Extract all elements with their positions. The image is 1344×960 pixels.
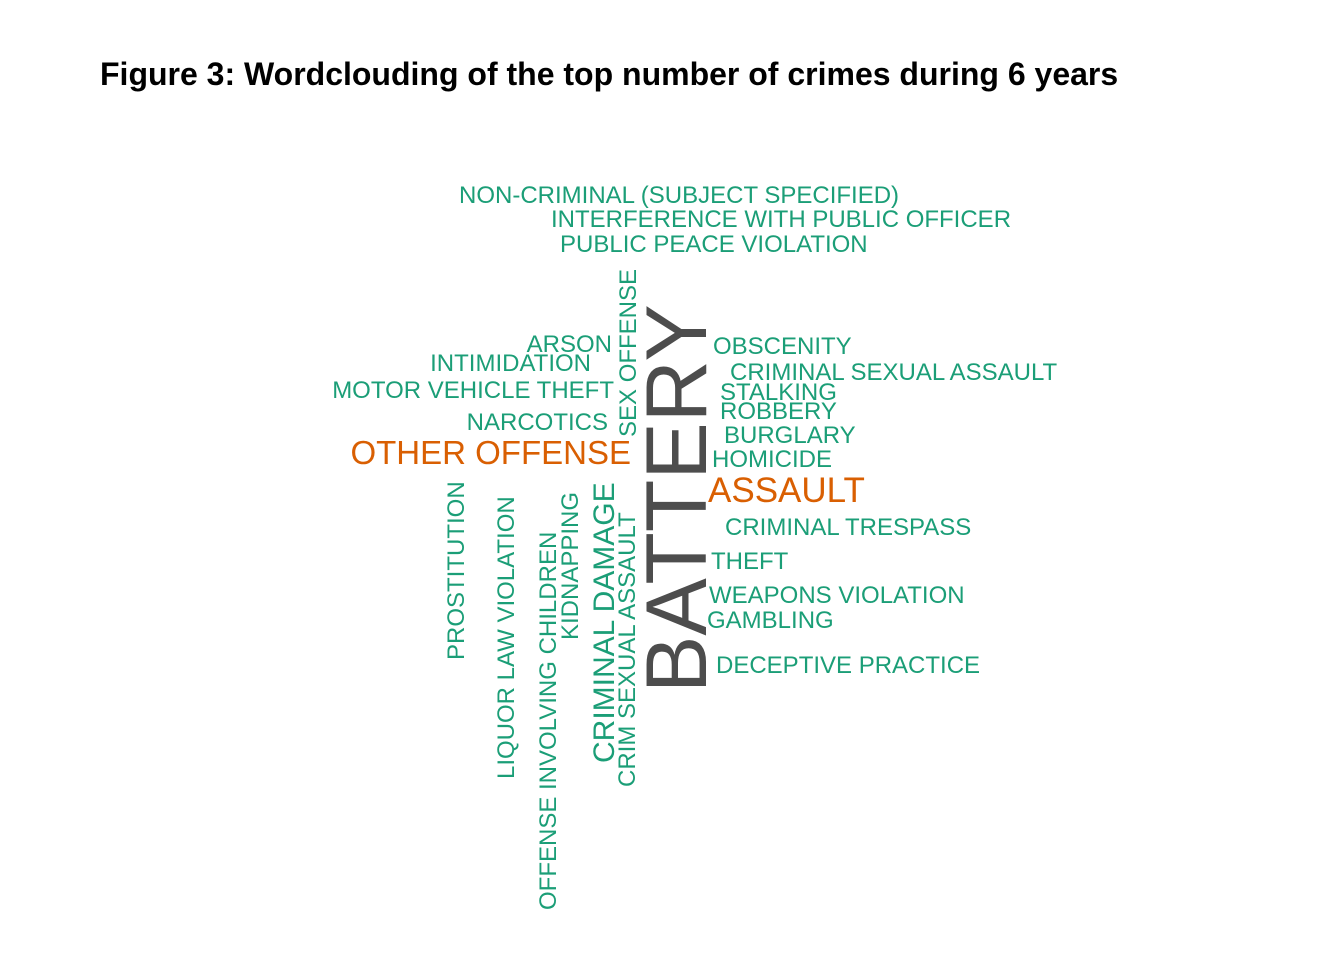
word-crim-sexual-assault: CRIM SEXUAL ASSAULT [614, 512, 641, 787]
word-arson: ARSON [527, 331, 612, 358]
word-narcotics: NARCOTICS [467, 409, 608, 436]
word-battery: BATTERY [629, 304, 725, 693]
word-sex-offense: SEX OFFENSE [615, 269, 642, 437]
word-deceptive-practice: DECEPTIVE PRACTICE [716, 652, 980, 679]
word-non-criminal-subject-specified: NON-CRIMINAL (SUBJECT SPECIFIED) [459, 182, 899, 209]
word-offense-involving-children: OFFENSE INVOLVING CHILDREN [535, 532, 562, 910]
word-stalking: STALKING [720, 379, 837, 406]
word-prostitution: PROSTITUTION [443, 481, 470, 660]
word-robbery: ROBBERY [720, 398, 837, 425]
word-criminal-damage: CRIMINAL DAMAGE [588, 482, 621, 763]
word-assault: ASSAULT [708, 471, 865, 510]
word-kidnapping: KIDNAPPING [557, 492, 584, 640]
word-public-peace-violation: PUBLIC PEACE VIOLATION [560, 231, 868, 258]
word-homicide: HOMICIDE [712, 446, 832, 473]
chart-title: Figure 3: Wordclouding of the top number… [100, 56, 1119, 92]
word-interference-with-public-officer: INTERFERENCE WITH PUBLIC OFFICER [551, 206, 1011, 233]
word-other-offense: OTHER OFFENSE [350, 434, 631, 471]
word-criminal-sexual-assault: CRIMINAL SEXUAL ASSAULT [730, 359, 1058, 386]
word-theft: THEFT [711, 548, 789, 575]
word-gambling: GAMBLING [707, 607, 834, 634]
word-burglary: BURGLARY [724, 422, 856, 449]
word-intimidation: INTIMIDATION [430, 350, 591, 377]
word-motor-vehicle-theft: MOTOR VEHICLE THEFT [332, 377, 614, 404]
word-criminal-trespass: CRIMINAL TRESPASS [725, 514, 971, 541]
word-weapons-violation: WEAPONS VIOLATION [709, 582, 965, 609]
word-obscenity: OBSCENITY [713, 333, 852, 360]
word-liquor-law-violation: LIQUOR LAW VIOLATION [493, 496, 520, 779]
